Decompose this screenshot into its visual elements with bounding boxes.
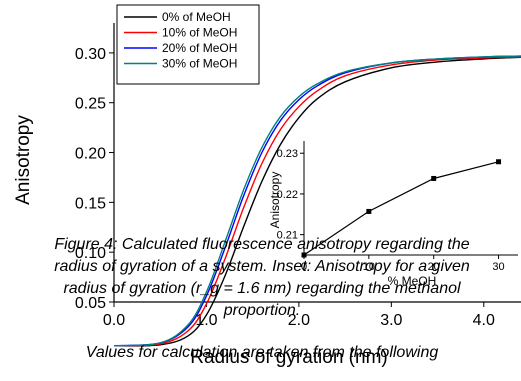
series-line-0 <box>113 56 521 347</box>
main-axes: 0.05 0.10 0.15 0.20 0.25 0.30 0.0 1.0 2.0 3.0 4.0 R… <box>13 23 521 368</box>
inset-x-tick-label: 10 <box>363 261 375 273</box>
inset-y-tick-label: 0.23 <box>277 148 298 160</box>
inset-x-axis-title: % MeOH <box>388 274 437 288</box>
series-line-1 <box>113 56 521 347</box>
series-line-3 <box>113 55 521 347</box>
x-tick-label: 4.0 <box>473 312 495 329</box>
caption-line-1: Figure 4: Calculated fluorescence anisot… <box>54 236 470 253</box>
y-tick-label: 0.05 <box>75 295 106 312</box>
x-tick-label: 0.0 <box>103 312 125 329</box>
caption-line-5: Values for calculation are taken from th… <box>85 344 439 361</box>
inset-chart: 0.21 0.22 0.23 0 10 20 30 Anisotropy % MeOH <box>268 141 518 288</box>
y-tick-label: 0.15 <box>75 195 106 212</box>
y-axis-title: Anisotropy <box>13 115 34 205</box>
y-tick-label: 0.30 <box>75 46 106 63</box>
x-tick-label: 2.0 <box>288 312 310 329</box>
y-tick-label: 0.25 <box>75 96 106 113</box>
inset-data-point-1 <box>366 208 372 214</box>
legend-label-0: 0% of MeOH <box>162 10 231 24</box>
caption-line-3: radius of gyration (r_g = 1.6 nm) regard… <box>63 280 461 297</box>
x-axis-title: Radius of gyration (nm) <box>190 347 387 368</box>
caption-line-4: proportion. <box>223 302 301 319</box>
x-tick-label: 3.0 <box>380 312 402 329</box>
legend-label-2: 20% of MeOH <box>162 41 237 55</box>
y-tick-label: 0.20 <box>75 146 106 163</box>
caption-line-2: radius of gyration of a system. Inset: A… <box>54 258 470 275</box>
inset-x-tick-label: 30 <box>492 261 504 273</box>
y-tick-label: 0.10 <box>75 245 106 262</box>
legend-box <box>116 4 260 85</box>
main-series-lines <box>113 55 521 347</box>
x-tick-label: 1.0 <box>195 312 217 329</box>
legend-label-3: 30% of MeOH <box>162 57 237 71</box>
inset-x-tick-label: 20 <box>428 261 440 273</box>
inset-series-line <box>303 161 499 256</box>
inset-data-point-2 <box>431 175 437 181</box>
inset-data-point-3 <box>496 159 502 165</box>
inset-data-point-0 <box>301 252 307 258</box>
inset-y-tick-label: 0.22 <box>277 189 298 201</box>
legend-label-1: 10% of MeOH <box>162 26 237 40</box>
inset-x-tick-label: 0 <box>301 261 307 273</box>
inset-y-tick-label: 0.21 <box>277 230 298 242</box>
inset-y-axis-title: Anisotropy <box>268 172 282 229</box>
